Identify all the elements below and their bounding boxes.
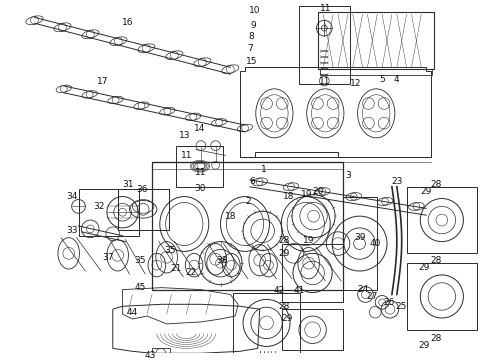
- Text: 22: 22: [186, 269, 197, 278]
- Text: 19: 19: [303, 236, 315, 245]
- Text: 42: 42: [273, 286, 285, 295]
- Text: 44: 44: [127, 308, 138, 317]
- Text: 32: 32: [94, 202, 105, 211]
- Text: 11: 11: [318, 77, 330, 86]
- Text: 8: 8: [248, 32, 254, 41]
- Text: 11: 11: [319, 4, 331, 13]
- Text: 19: 19: [301, 190, 313, 199]
- Text: 13: 13: [178, 131, 190, 140]
- Text: 2: 2: [245, 197, 251, 206]
- Text: 28: 28: [430, 334, 441, 343]
- Text: 16: 16: [122, 18, 133, 27]
- Text: 29: 29: [281, 315, 293, 324]
- Text: 28: 28: [278, 302, 290, 311]
- Bar: [152, 348, 170, 358]
- Text: 29: 29: [420, 187, 432, 196]
- Text: 38: 38: [217, 256, 228, 265]
- Text: 35: 35: [164, 246, 175, 255]
- Text: 34: 34: [66, 192, 77, 201]
- Text: 29: 29: [418, 262, 430, 271]
- Text: 18: 18: [283, 192, 295, 201]
- Text: 4: 4: [394, 75, 400, 84]
- Bar: [78, 189, 139, 236]
- Bar: [282, 244, 343, 302]
- Text: 33: 33: [66, 226, 77, 235]
- Text: 10: 10: [249, 6, 261, 15]
- Text: 24: 24: [357, 285, 368, 294]
- Bar: [118, 189, 169, 230]
- Text: 40: 40: [369, 239, 381, 248]
- Text: 37: 37: [102, 253, 114, 262]
- Text: 39: 39: [354, 233, 366, 242]
- Text: 12: 12: [350, 80, 361, 89]
- Text: 35: 35: [134, 256, 146, 265]
- Text: 21: 21: [171, 264, 182, 273]
- Text: 23: 23: [391, 177, 402, 186]
- Text: 11: 11: [195, 168, 207, 177]
- Bar: [299, 6, 350, 84]
- Text: 25: 25: [395, 302, 406, 311]
- Text: 14: 14: [194, 123, 206, 132]
- Text: 15: 15: [246, 57, 258, 66]
- Text: 6: 6: [249, 177, 255, 186]
- Text: 45: 45: [135, 283, 146, 292]
- Bar: [407, 187, 477, 253]
- Text: 3: 3: [345, 171, 351, 180]
- Text: 28: 28: [430, 180, 441, 189]
- Text: 43: 43: [145, 351, 156, 360]
- Text: 36: 36: [136, 185, 148, 194]
- Text: 18: 18: [224, 212, 236, 221]
- Bar: [407, 263, 477, 330]
- Text: 41: 41: [293, 286, 305, 295]
- Text: 28: 28: [430, 256, 441, 265]
- Text: 1: 1: [261, 165, 267, 174]
- Bar: [282, 309, 343, 350]
- Text: 30: 30: [194, 184, 206, 193]
- Text: 26: 26: [383, 298, 394, 307]
- Text: 20: 20: [313, 187, 324, 196]
- Text: 31: 31: [122, 180, 134, 189]
- Bar: [318, 13, 434, 69]
- Text: 27: 27: [367, 292, 378, 301]
- Text: 9: 9: [250, 21, 256, 30]
- Text: 11: 11: [180, 151, 192, 160]
- Text: 5: 5: [379, 75, 385, 84]
- Text: 28: 28: [278, 236, 290, 245]
- Bar: [233, 293, 300, 353]
- Text: 17: 17: [97, 77, 109, 86]
- Bar: [118, 189, 169, 230]
- Bar: [320, 69, 432, 75]
- Text: 29: 29: [418, 341, 430, 350]
- Text: 7: 7: [247, 44, 253, 53]
- Text: 29: 29: [278, 249, 290, 258]
- Bar: [152, 162, 343, 289]
- Bar: [176, 146, 223, 187]
